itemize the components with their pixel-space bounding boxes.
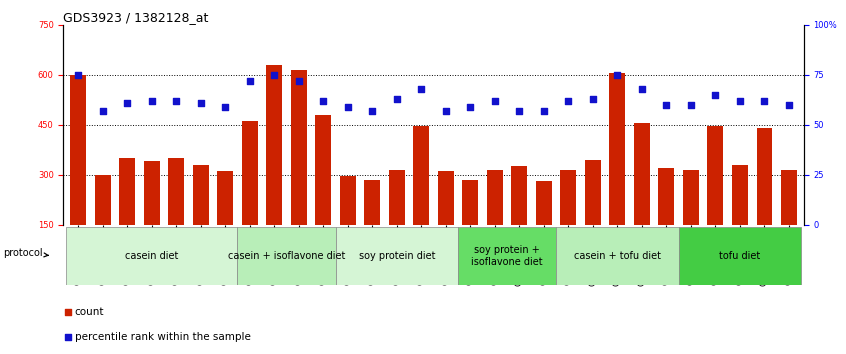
Text: casein diet: casein diet [125, 251, 179, 261]
Text: GDS3923 / 1382128_at: GDS3923 / 1382128_at [63, 11, 209, 24]
Bar [707, 126, 723, 225]
Bar [658, 168, 674, 225]
Point [488, 98, 502, 104]
Point [684, 102, 698, 108]
Text: percentile rank within the sample: percentile rank within the sample [74, 332, 250, 342]
Point [243, 78, 256, 84]
Bar [756, 128, 772, 225]
FancyBboxPatch shape [556, 227, 678, 285]
Text: tofu diet: tofu diet [719, 251, 761, 261]
Point [120, 100, 134, 105]
Text: casein + tofu diet: casein + tofu diet [574, 251, 661, 261]
Bar [217, 171, 233, 225]
Point [61, 309, 74, 315]
Point [709, 92, 722, 98]
Bar [365, 180, 380, 225]
Point [611, 72, 624, 78]
Bar [511, 166, 527, 225]
Bar [414, 126, 429, 225]
FancyBboxPatch shape [66, 227, 238, 285]
Bar [683, 170, 699, 225]
Bar [266, 65, 283, 225]
Point [415, 86, 428, 92]
Point [194, 100, 207, 105]
Point [71, 72, 85, 78]
Bar [438, 171, 453, 225]
Text: protocol: protocol [3, 248, 48, 258]
Point [733, 98, 747, 104]
FancyBboxPatch shape [238, 227, 336, 285]
Bar [389, 170, 404, 225]
Text: casein + isoflavone diet: casein + isoflavone diet [228, 251, 345, 261]
Bar [95, 175, 111, 225]
Point [169, 98, 183, 104]
Bar [242, 121, 258, 225]
Bar [609, 73, 625, 225]
FancyBboxPatch shape [336, 227, 458, 285]
Point [635, 86, 649, 92]
Point [316, 98, 330, 104]
Bar [340, 176, 356, 225]
Point [586, 96, 600, 102]
Text: soy protein diet: soy protein diet [359, 251, 435, 261]
Bar [168, 158, 184, 225]
Bar [144, 161, 160, 225]
Bar [70, 75, 86, 225]
Point [267, 72, 281, 78]
Point [390, 96, 404, 102]
Text: soy protein +
isoflavone diet: soy protein + isoflavone diet [471, 245, 543, 267]
Point [562, 98, 575, 104]
Point [660, 102, 673, 108]
Point [513, 108, 526, 114]
Point [365, 108, 379, 114]
Bar [585, 160, 601, 225]
Bar [781, 170, 797, 225]
Point [464, 104, 477, 110]
Point [145, 98, 158, 104]
Point [783, 102, 796, 108]
Bar [732, 165, 748, 225]
Point [341, 104, 354, 110]
Point [96, 108, 109, 114]
Bar [193, 165, 209, 225]
Bar [463, 180, 478, 225]
Bar [634, 123, 650, 225]
Bar [487, 170, 503, 225]
Point [292, 78, 305, 84]
Point [758, 98, 772, 104]
FancyBboxPatch shape [678, 227, 801, 285]
Bar [119, 158, 135, 225]
FancyBboxPatch shape [458, 227, 556, 285]
Point [61, 334, 74, 340]
Bar [316, 115, 332, 225]
Point [537, 108, 551, 114]
Text: count: count [74, 307, 104, 317]
Bar [291, 70, 307, 225]
Bar [560, 170, 576, 225]
Point [218, 104, 232, 110]
Bar [536, 182, 552, 225]
Point [439, 108, 453, 114]
